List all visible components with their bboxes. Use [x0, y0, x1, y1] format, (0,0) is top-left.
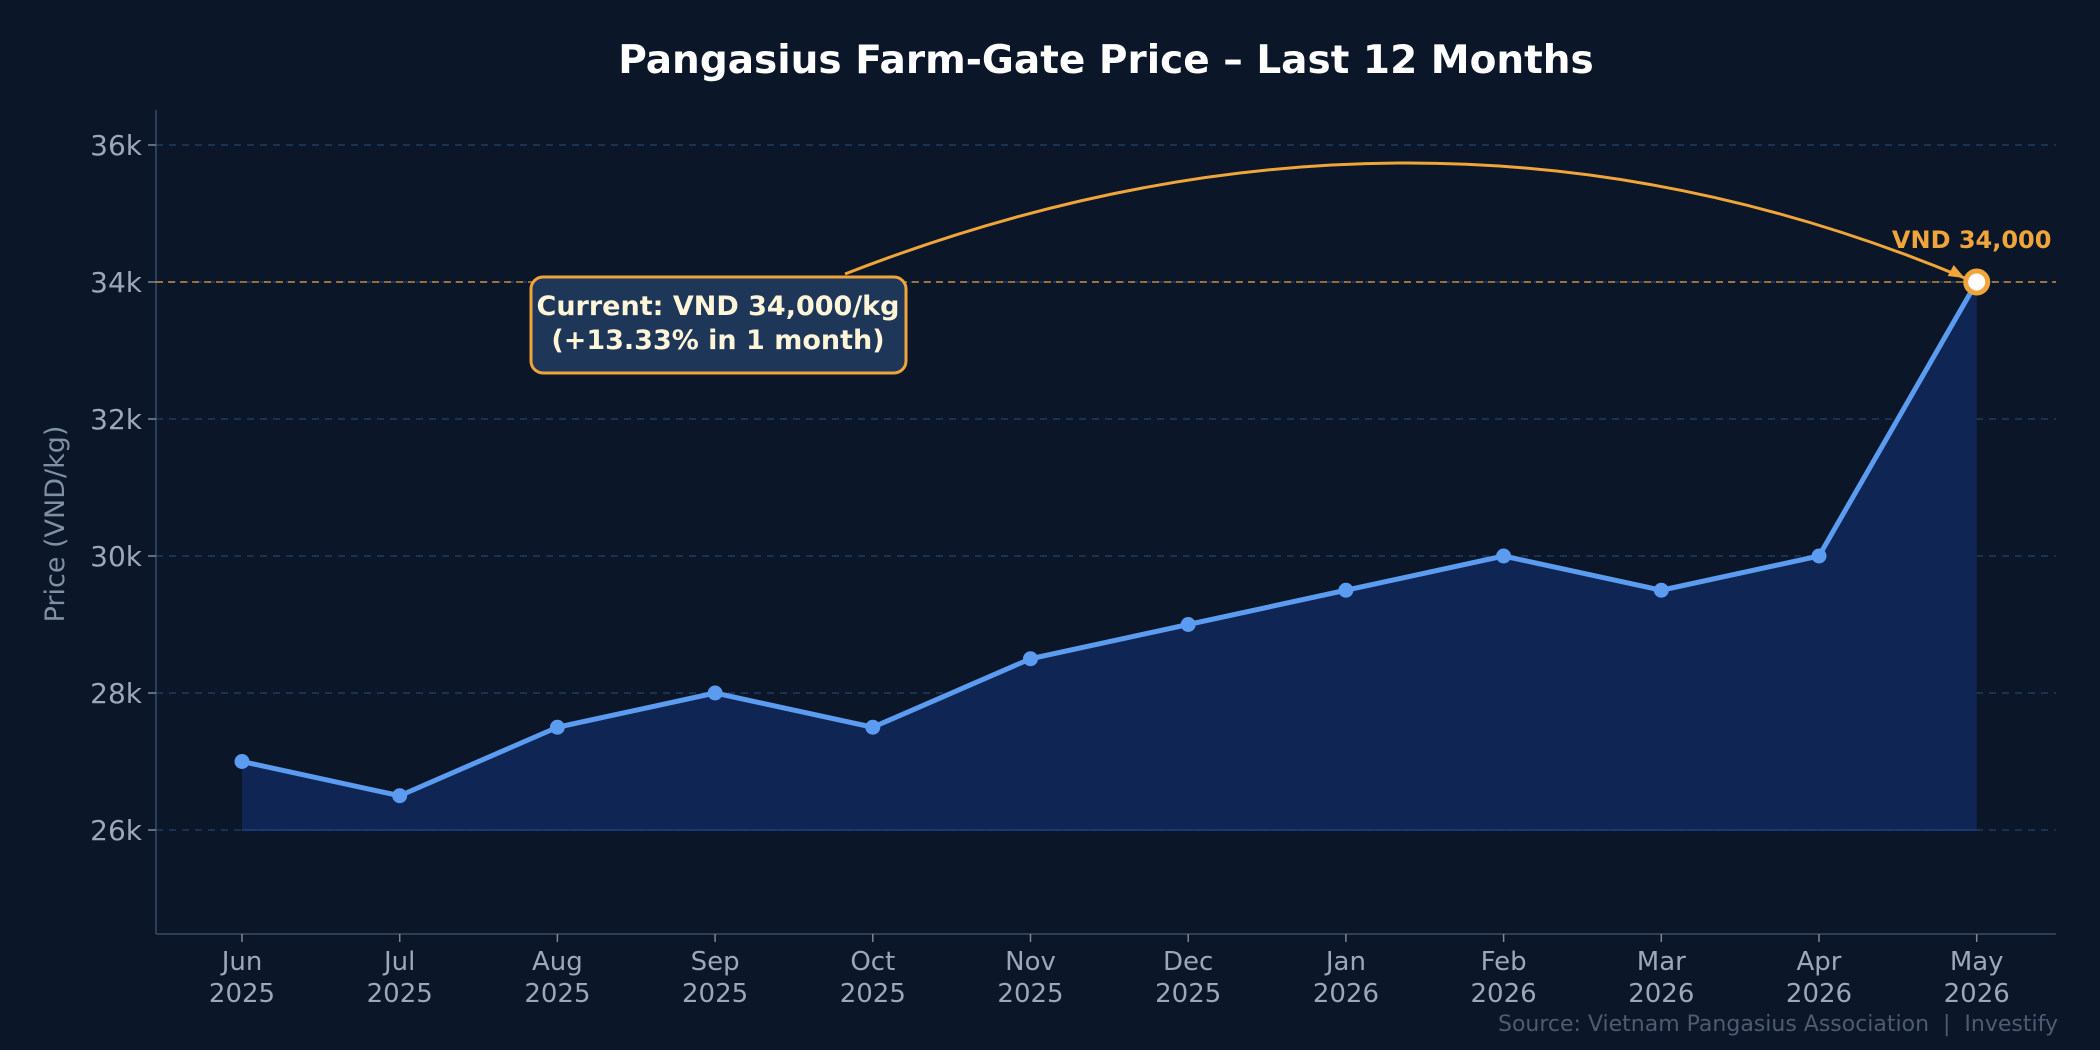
x-tick-label: Feb 2026 [1471, 947, 1537, 1009]
x-tick-label: May 2026 [1944, 947, 2010, 1009]
data-point [549, 719, 565, 735]
callout-arrow [844, 161, 1966, 280]
data-point [1180, 617, 1196, 632]
y-tick-label: 28k [90, 677, 143, 710]
data-point [707, 685, 723, 701]
arrow-head [1947, 265, 1965, 278]
callout-line-2: (+13.33% in 1 month) [551, 325, 884, 356]
data-point [1496, 548, 1512, 564]
data-point [234, 754, 250, 769]
series-line [239, 279, 1980, 799]
data-point [1811, 548, 1827, 564]
plot-area: 26k 28k 30k 32k 34k 36k Jun 2025 Jul 2025 Aug 2025 S… [90, 110, 2056, 1009]
x-tick-label: Jun 2025 [209, 947, 275, 1009]
data-point [392, 788, 408, 804]
y-tick-label: 30k [90, 540, 143, 573]
x-tick-label: Mar 2026 [1628, 947, 1694, 1009]
x-tick-label: Apr 2026 [1786, 947, 1852, 1009]
y-tick-label: 36k [90, 129, 143, 162]
x-tick-label: Oct 2025 [840, 947, 906, 1009]
area-fill [242, 282, 1977, 830]
data-point [1338, 582, 1354, 598]
data-point [1023, 651, 1038, 667]
x-tick-label: Sep 2025 [682, 947, 748, 1009]
y-tick-label: 34k [90, 266, 143, 299]
highlight-point [1963, 268, 1991, 296]
highlight-value-label: VND 34,000 [1892, 226, 2052, 254]
x-tick-label: Jul 2025 [367, 947, 433, 1009]
x-tick-label: Nov 2025 [997, 947, 1063, 1009]
callout-line-1: Current: VND 34,000/kg [537, 291, 900, 322]
callout-box [529, 275, 908, 375]
x-tick-label: Aug 2025 [524, 947, 590, 1009]
data-point [1653, 582, 1669, 598]
x-tick-label: Jan 2026 [1313, 947, 1379, 1009]
source-note: Source: Vietnam Pangasius Association | … [1498, 1012, 2058, 1037]
x-tick-label: Dec 2025 [1155, 947, 1221, 1009]
y-axis-label: Price (VND/kg) [40, 426, 71, 623]
data-point [865, 719, 881, 735]
y-tick-label: 26k [90, 814, 143, 847]
y-tick-label: 32k [90, 403, 143, 436]
chart-title: Pangasius Farm-Gate Price – Last 12 Mont… [618, 38, 1594, 83]
